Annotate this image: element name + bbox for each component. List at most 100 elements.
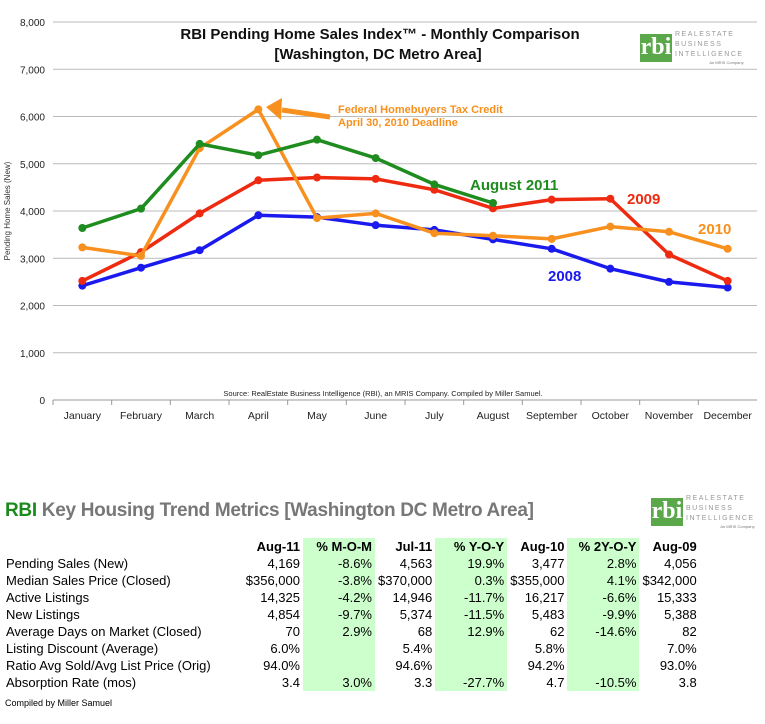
table-cell: -4.2% xyxy=(303,589,375,606)
table-cell: $356,000 xyxy=(245,573,300,588)
x-tick-label: September xyxy=(526,410,578,422)
table-cell: 14,325 xyxy=(260,590,300,605)
table-cell: -3.8% xyxy=(303,572,375,589)
series-line-2011 xyxy=(81,137,494,230)
data-point-2011 xyxy=(313,135,321,144)
source-note: Source: RealEstate Business Intelligence… xyxy=(223,389,542,398)
table-cell: 12.9% xyxy=(435,623,508,640)
data-point-2010 xyxy=(371,209,380,218)
y-tick-label: 4,000 xyxy=(20,207,45,218)
series-line-2010 xyxy=(82,107,729,258)
table-cell xyxy=(567,640,640,657)
series-line-2008 xyxy=(81,213,728,290)
table-title-prefix: RBI xyxy=(5,500,37,521)
x-tick-label: August xyxy=(477,410,510,422)
data-point-2009 xyxy=(606,194,615,203)
logo-sub: An MRIS Company xyxy=(709,60,744,65)
table-cell: 5,483 xyxy=(531,607,565,622)
table-cell: $355,000 xyxy=(510,573,565,588)
series-label-2009: 2009 xyxy=(627,191,660,208)
table-cell: 3.8 xyxy=(678,675,697,690)
x-tick-label: June xyxy=(364,410,387,422)
table-row: Median Sales Price (Closed) $356,000 -3.8%… xyxy=(3,572,700,589)
annotation-arrow xyxy=(281,107,331,120)
column-header: Aug-11 xyxy=(256,539,300,554)
row-label: Pending Sales (New) xyxy=(6,556,129,571)
grid xyxy=(53,21,757,401)
data-point-2011 xyxy=(137,204,145,213)
rbi-logo-mark: rbi xyxy=(651,497,683,526)
y-tick-label: 5,000 xyxy=(20,160,45,171)
table-cell: -9.7% xyxy=(303,606,375,623)
table-cell: 62 xyxy=(550,624,565,639)
table-cell: 4.1% xyxy=(567,572,640,589)
data-point-2008 xyxy=(195,246,204,255)
table-cell: 4,854 xyxy=(267,607,300,622)
series-lines xyxy=(78,105,732,292)
row-label: Listing Discount (Average) xyxy=(6,641,159,656)
data-point-2008 xyxy=(723,283,732,292)
data-point-2008 xyxy=(137,263,145,272)
x-tick-label: April xyxy=(248,410,269,422)
column-header: % M-O-M xyxy=(303,538,375,555)
chart-title: RBI Pending Home Sales Index™ - Monthly … xyxy=(180,26,579,43)
x-tick-label: February xyxy=(120,410,163,422)
y-tick-label: 6,000 xyxy=(20,113,45,124)
data-point-2010 xyxy=(489,231,497,240)
table-cell: 82 xyxy=(682,624,697,639)
x-tick-label: May xyxy=(307,410,328,422)
table-footer: Compiled by Miller Samuel xyxy=(5,698,113,708)
data-point-2011 xyxy=(78,224,87,233)
x-tick-label: December xyxy=(703,410,752,422)
table-title-text: Key Housing Trend Metrics [Washington DC… xyxy=(36,500,534,521)
table-cell xyxy=(435,657,508,674)
y-tick-label: 2,000 xyxy=(20,302,45,313)
data-point-2008 xyxy=(547,244,556,253)
table-cell: 3.0% xyxy=(303,674,375,691)
table-cell: -14.6% xyxy=(567,623,640,640)
table-cell: $342,000 xyxy=(642,573,697,588)
logo-line3: INTELLIGENCE xyxy=(686,515,755,522)
x-tick-label: October xyxy=(592,410,630,422)
table-cell: 5,388 xyxy=(664,607,697,622)
x-tick-label: November xyxy=(645,410,694,422)
rbi-logo-mark: rbi xyxy=(640,33,672,62)
table-cell: 19.9% xyxy=(435,555,508,572)
data-point-2010 xyxy=(313,214,321,223)
data-point-2011 xyxy=(195,139,204,148)
y-tick-label: 7,000 xyxy=(20,65,45,76)
table-cell xyxy=(303,657,375,674)
table-cell: -8.6% xyxy=(303,555,375,572)
row-label: Median Sales Price (Closed) xyxy=(6,573,171,588)
table-cell: -27.7% xyxy=(435,674,508,691)
x-axis: January February March April May June July Augu… xyxy=(52,400,752,422)
x-tick-label: January xyxy=(64,410,102,422)
y-tick-label: 8,000 xyxy=(20,18,45,29)
table-title: RBI Key Housing Trend Metrics [Washingto… xyxy=(5,500,534,522)
table-cell: 4,056 xyxy=(664,556,697,571)
table-cell: 2.9% xyxy=(303,623,375,640)
row-label: Active Listings xyxy=(6,590,90,605)
row-label: Ratio Avg Sold/Avg List Price (Orig) xyxy=(6,658,211,673)
data-point-2009 xyxy=(371,174,380,183)
data-point-2011 xyxy=(254,151,263,160)
table-row: Active Listings 14,325 -4.2% 14,946 -11.7% 16… xyxy=(3,589,700,606)
table-cell: -11.5% xyxy=(435,606,508,623)
table-row: Pending Sales (New) 4,169 -8.6% 4,563 19.9% 3… xyxy=(3,555,700,572)
table-logo: rbi REALESTATE BUSINESS INTELLIGENCE An … xyxy=(651,494,755,529)
series-line-2009 xyxy=(81,175,729,283)
data-point-2008 xyxy=(254,211,263,220)
table-cell: 0.3% xyxy=(435,572,508,589)
column-header: Aug-09 xyxy=(652,539,697,554)
data-point-2011 xyxy=(371,154,380,163)
table-cell: 4,563 xyxy=(399,556,433,571)
series-label-2010: 2010 xyxy=(698,221,731,238)
table-header-row: Aug-11% M-O-M Jul-11% Y-O-Y Aug-10% 2Y-O-Y… xyxy=(3,538,700,555)
x-tick-label: March xyxy=(185,410,214,422)
table-cell: -6.6% xyxy=(567,589,640,606)
table-cell: 7.0% xyxy=(667,641,697,656)
data-point-2008 xyxy=(606,264,615,273)
annotation-arrowhead xyxy=(266,98,282,120)
table-cell xyxy=(435,640,508,657)
table-cell: 6.0% xyxy=(270,641,300,656)
